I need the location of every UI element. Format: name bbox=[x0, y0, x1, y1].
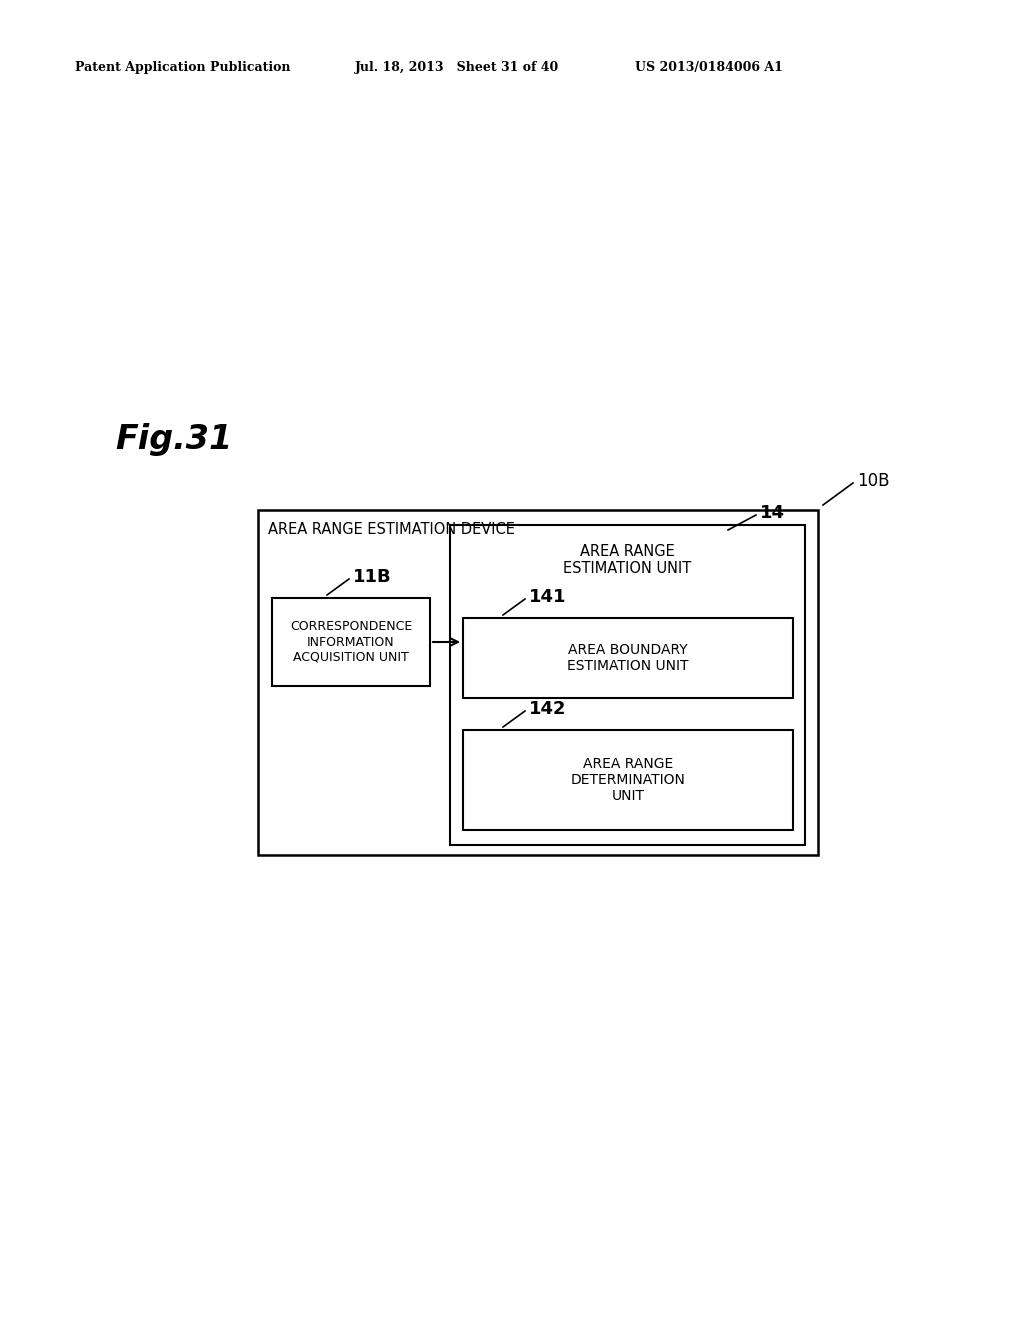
Text: AREA RANGE ESTIMATION DEVICE: AREA RANGE ESTIMATION DEVICE bbox=[268, 523, 515, 537]
Text: CORRESPONDENCE
INFORMATION
ACQUISITION UNIT: CORRESPONDENCE INFORMATION ACQUISITION U… bbox=[290, 620, 412, 664]
Text: 11B: 11B bbox=[353, 568, 391, 586]
Text: 142: 142 bbox=[529, 700, 566, 718]
Text: AREA RANGE
DETERMINATION
UNIT: AREA RANGE DETERMINATION UNIT bbox=[570, 756, 685, 803]
Text: Jul. 18, 2013   Sheet 31 of 40: Jul. 18, 2013 Sheet 31 of 40 bbox=[355, 62, 559, 74]
Text: 14: 14 bbox=[760, 504, 785, 521]
Text: 10B: 10B bbox=[857, 473, 890, 490]
Text: Fig.31: Fig.31 bbox=[115, 424, 232, 457]
Bar bbox=[450, 525, 805, 845]
Text: AREA BOUNDARY
ESTIMATION UNIT: AREA BOUNDARY ESTIMATION UNIT bbox=[567, 643, 689, 673]
Text: 141: 141 bbox=[529, 587, 566, 606]
Text: Patent Application Publication: Patent Application Publication bbox=[75, 62, 291, 74]
Bar bbox=[463, 618, 793, 698]
Bar bbox=[272, 598, 430, 686]
Bar bbox=[258, 510, 818, 855]
Text: US 2013/0184006 A1: US 2013/0184006 A1 bbox=[635, 62, 783, 74]
Text: AREA RANGE
ESTIMATION UNIT: AREA RANGE ESTIMATION UNIT bbox=[563, 544, 691, 577]
Bar bbox=[463, 730, 793, 830]
